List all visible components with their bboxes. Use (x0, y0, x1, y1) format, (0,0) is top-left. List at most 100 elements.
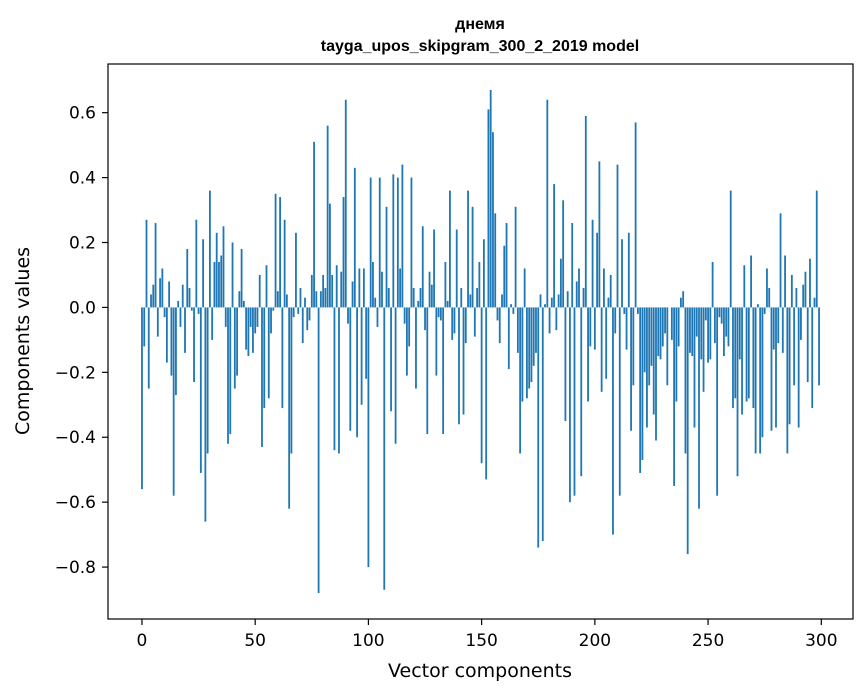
bar (584, 115, 587, 308)
bar (790, 274, 793, 308)
bar (702, 307, 705, 392)
bar (616, 164, 619, 308)
bar (455, 229, 458, 308)
bar (682, 291, 685, 308)
bar (467, 190, 469, 308)
x-tick-label: 300 (805, 631, 837, 651)
bar (385, 206, 388, 308)
bar (566, 291, 569, 308)
bar (426, 307, 429, 434)
bar (283, 219, 286, 308)
bar (252, 307, 254, 353)
bar (596, 232, 599, 308)
bar (580, 307, 583, 477)
bar (704, 307, 707, 321)
bar (415, 307, 417, 389)
x-tick-label: 50 (244, 631, 266, 651)
bar (623, 307, 626, 314)
bar (729, 190, 732, 308)
x-tick-label: 100 (352, 631, 384, 651)
bar (494, 213, 497, 308)
bar (800, 307, 802, 340)
bar (480, 307, 483, 464)
bar (811, 307, 814, 409)
y-tick-label: −0.2 (55, 363, 96, 383)
bar (519, 307, 522, 454)
bar (297, 307, 300, 314)
bar (288, 307, 291, 509)
bar (242, 300, 245, 308)
bar (761, 307, 764, 438)
x-tick-label: 250 (692, 631, 724, 651)
bar (657, 307, 660, 357)
bar (190, 307, 193, 311)
bar (204, 307, 207, 522)
bar (308, 307, 311, 321)
bar (152, 284, 155, 308)
bar (501, 294, 503, 308)
bar (485, 307, 488, 480)
bar (630, 307, 632, 431)
bar (249, 307, 252, 327)
bar (614, 307, 617, 334)
bar (349, 307, 352, 431)
bar (390, 307, 392, 412)
bar (603, 268, 605, 308)
bar (754, 307, 757, 454)
bar (254, 307, 257, 334)
bar (186, 249, 189, 308)
bar (793, 307, 796, 386)
x-tick-label: 150 (465, 631, 497, 651)
bar (381, 271, 383, 308)
bar (195, 219, 198, 308)
bar (406, 307, 408, 376)
bar (161, 268, 164, 308)
bar (698, 307, 700, 509)
bar (453, 307, 456, 334)
bar (367, 307, 370, 568)
bar (265, 265, 268, 308)
bar (399, 268, 402, 308)
bar (170, 307, 173, 376)
bar (591, 219, 594, 308)
bar (326, 125, 329, 308)
bar (211, 307, 214, 340)
bar (743, 265, 746, 308)
bar (224, 307, 227, 327)
bar (442, 307, 445, 434)
bar (258, 274, 261, 308)
bar (218, 261, 220, 308)
bar (473, 307, 476, 337)
bar (661, 307, 664, 347)
y-axis-ticks: 0.6 0.4 0.2 0.0 −0.2 −0.4 −0.6 −0.8 (55, 104, 108, 578)
bar (795, 287, 798, 308)
bar (424, 307, 426, 331)
bar (707, 307, 709, 363)
bar (310, 274, 313, 308)
bar (571, 223, 574, 308)
bar (347, 307, 349, 324)
bar (752, 307, 755, 409)
bar (725, 307, 728, 337)
bar (358, 268, 361, 308)
bar (802, 284, 805, 308)
bar (351, 281, 354, 308)
bar (299, 287, 302, 308)
bar (677, 307, 680, 347)
bar (365, 307, 368, 379)
bar (360, 307, 363, 405)
bar (290, 307, 293, 454)
bar (313, 141, 315, 308)
bar (809, 258, 811, 308)
bar (487, 109, 490, 308)
bar (598, 161, 601, 308)
bar (587, 307, 589, 402)
bar (353, 167, 356, 308)
bar (689, 307, 691, 353)
bar (537, 307, 540, 548)
bar (338, 307, 340, 454)
bar (329, 203, 331, 308)
bar (437, 307, 440, 318)
bar (392, 174, 395, 308)
